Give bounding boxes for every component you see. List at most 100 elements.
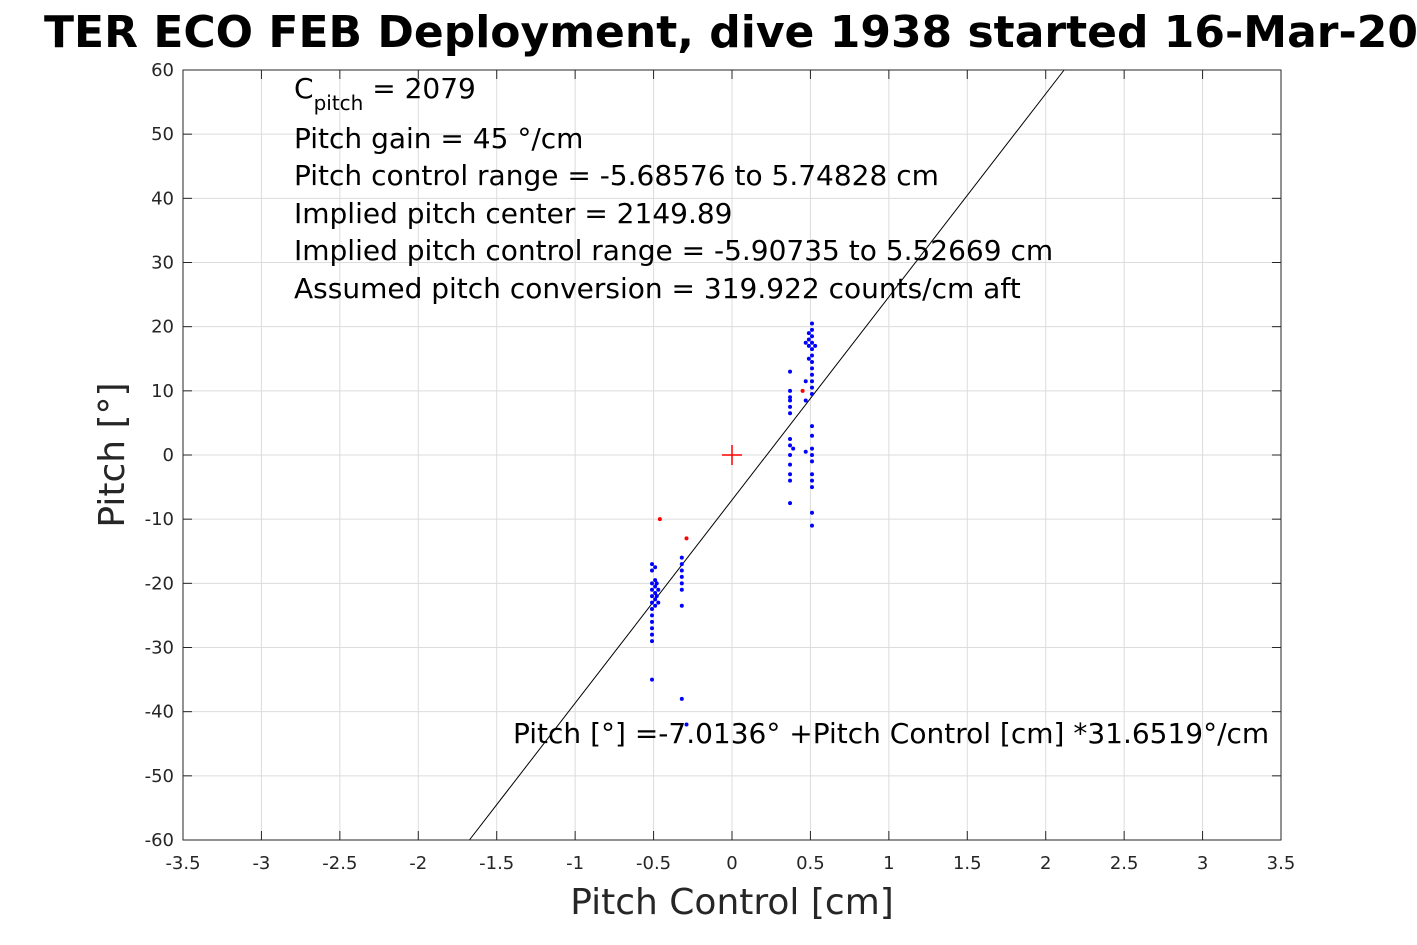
y-tick-label: 60 <box>151 60 174 81</box>
y-tick-label: -20 <box>145 573 174 594</box>
used-data-point <box>679 581 684 586</box>
used-data-point <box>650 594 655 599</box>
used-data-point <box>654 581 659 586</box>
implied-pitch-center-annotation: Implied pitch center = 2149.89 <box>294 197 732 230</box>
y-tick-label: 10 <box>151 381 174 402</box>
used-data-point <box>809 359 814 364</box>
x-tick-label: 0.5 <box>796 853 825 874</box>
used-data-point <box>803 340 808 345</box>
y-tick-label: 30 <box>151 253 174 274</box>
used-data-point <box>679 562 684 567</box>
used-data-point <box>679 555 684 560</box>
assumed-pitch-conversion-annotation: Assumed pitch conversion = 319.922 count… <box>294 272 1021 305</box>
used-data-point <box>788 436 793 441</box>
y-tick-label: -10 <box>145 509 174 530</box>
used-data-point <box>650 562 655 567</box>
used-data-point <box>809 321 814 326</box>
used-data-point <box>809 446 814 451</box>
used-data-point <box>650 626 655 631</box>
used-data-point <box>809 392 814 397</box>
y-tick-label: -60 <box>145 830 174 851</box>
used-data-point <box>803 379 808 384</box>
y-tick-label: 20 <box>151 317 174 338</box>
used-data-point <box>653 590 658 595</box>
implied-pitch-control-range-annotation: Implied pitch control range = -5.90735 t… <box>294 234 1053 267</box>
used-data-point <box>788 369 793 374</box>
used-data-point <box>809 478 814 483</box>
x-tick-label: -2 <box>409 853 427 874</box>
used-data-point <box>806 343 811 348</box>
used-data-point <box>791 446 796 451</box>
used-data-point <box>809 334 814 339</box>
used-data-point <box>788 443 793 448</box>
y-tick-label: 50 <box>151 124 174 145</box>
used-data-point <box>650 613 655 618</box>
used-data-point <box>653 578 658 583</box>
used-data-point <box>679 587 684 592</box>
x-tick-label: -2.5 <box>322 853 357 874</box>
annotation-block: Cpitch = 2079 Pitch gain = 45 °/cm Pitch… <box>294 72 1053 305</box>
used-data-point <box>788 395 793 400</box>
x-tick-label: 0 <box>726 853 737 874</box>
used-data-point <box>809 366 814 371</box>
used-data-point <box>650 632 655 637</box>
excluded-data-point <box>684 536 689 541</box>
c-pitch-subscript: pitch <box>314 91 364 115</box>
y-tick-labels: -60 -50 -40 -30 -20 -10 0 10 20 30 40 50 60 <box>145 60 174 851</box>
used-data-point <box>653 603 658 608</box>
pitch-gain-annotation: Pitch gain = 45 °/cm <box>294 122 583 155</box>
used-data-point <box>809 485 814 490</box>
x-tick-label: 1.5 <box>953 853 982 874</box>
used-data-point <box>656 587 661 592</box>
used-data-point <box>788 388 793 393</box>
used-data-point <box>806 337 811 342</box>
used-data-point <box>809 327 814 332</box>
used-data-point <box>809 385 814 390</box>
used-data-point <box>788 472 793 477</box>
used-data-point <box>656 600 661 605</box>
c-pitch-base: C <box>294 72 314 105</box>
x-tick-label: -1.5 <box>479 853 514 874</box>
chart-title: TER ECO FEB Deployment, dive 1938 starte… <box>44 7 1417 58</box>
excluded-data-point <box>657 517 662 522</box>
data-points <box>650 321 818 727</box>
x-tick-label: 2.5 <box>1110 853 1139 874</box>
used-data-point <box>809 472 814 477</box>
x-tick-label: -3 <box>252 853 270 874</box>
used-data-point <box>650 581 655 586</box>
used-data-point <box>650 568 655 573</box>
used-data-point <box>679 568 684 573</box>
used-data-point <box>809 459 814 464</box>
used-data-point <box>788 453 793 457</box>
x-tick-labels: -3.5 -3 -2.5 -2 -1.5 -1 -0.5 0 0.5 1 1.5 2 2.5 3 3.5 <box>165 853 1295 874</box>
used-data-point <box>809 433 814 438</box>
used-data-point <box>650 639 655 644</box>
used-data-point <box>809 453 814 457</box>
used-data-point <box>653 565 658 570</box>
used-data-point <box>788 478 793 483</box>
used-data-point <box>650 607 655 611</box>
y-tick-label: -40 <box>145 702 174 723</box>
x-axis-label: Pitch Control [cm] <box>570 882 894 923</box>
x-tick-label: 1 <box>883 853 894 874</box>
used-data-point <box>650 587 655 592</box>
used-data-point <box>679 696 684 701</box>
used-data-point <box>788 398 793 403</box>
used-data-point <box>803 398 808 403</box>
used-data-point <box>809 340 814 345</box>
used-data-point <box>809 523 814 528</box>
x-tick-label: -1 <box>566 853 584 874</box>
fit-line <box>469 69 1065 841</box>
used-data-point <box>788 462 793 467</box>
y-tick-label: -30 <box>145 638 174 659</box>
used-data-point <box>654 594 659 599</box>
used-data-point <box>803 449 808 454</box>
y-axis-label: Pitch [°] <box>92 382 133 527</box>
x-tick-label: 3 <box>1197 853 1208 874</box>
used-data-point <box>809 372 814 377</box>
used-data-point <box>679 574 684 579</box>
x-tick-label: 3.5 <box>1267 853 1296 874</box>
c-pitch-value: = 2079 <box>363 72 476 105</box>
pitch-control-range-annotation: Pitch control range = -5.68576 to 5.7482… <box>294 159 939 192</box>
x-tick-label: 2 <box>1040 853 1051 874</box>
